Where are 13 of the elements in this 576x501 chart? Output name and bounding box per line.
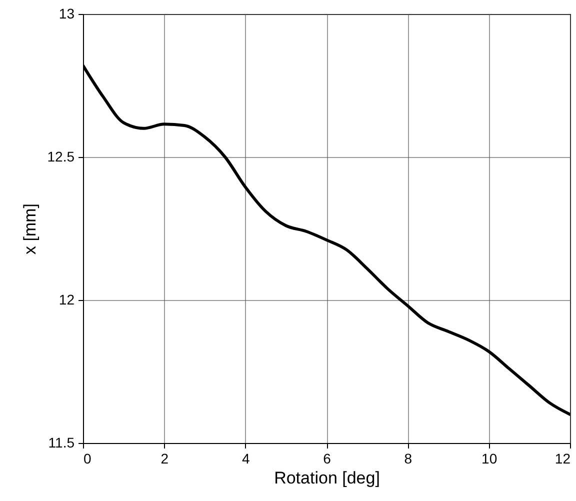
x-tick-label: 12 (554, 450, 571, 466)
y-tick-label: 12.5 (47, 148, 75, 164)
x-tick-label: 8 (404, 450, 412, 466)
x-tick-label: 0 (84, 450, 92, 466)
y-axis-title: x [mm] (20, 204, 40, 254)
x-tick-label: 4 (242, 450, 250, 466)
x-tick-label: 2 (160, 450, 169, 466)
y-tick-label: 11.5 (48, 434, 75, 450)
x-axis-title: Rotation [deg] (274, 468, 380, 488)
x-tick-label: 6 (323, 450, 332, 466)
y-tick-label: 12 (58, 292, 75, 308)
x-tick-label: 10 (482, 450, 498, 466)
y-tick-label: 13 (58, 6, 75, 22)
